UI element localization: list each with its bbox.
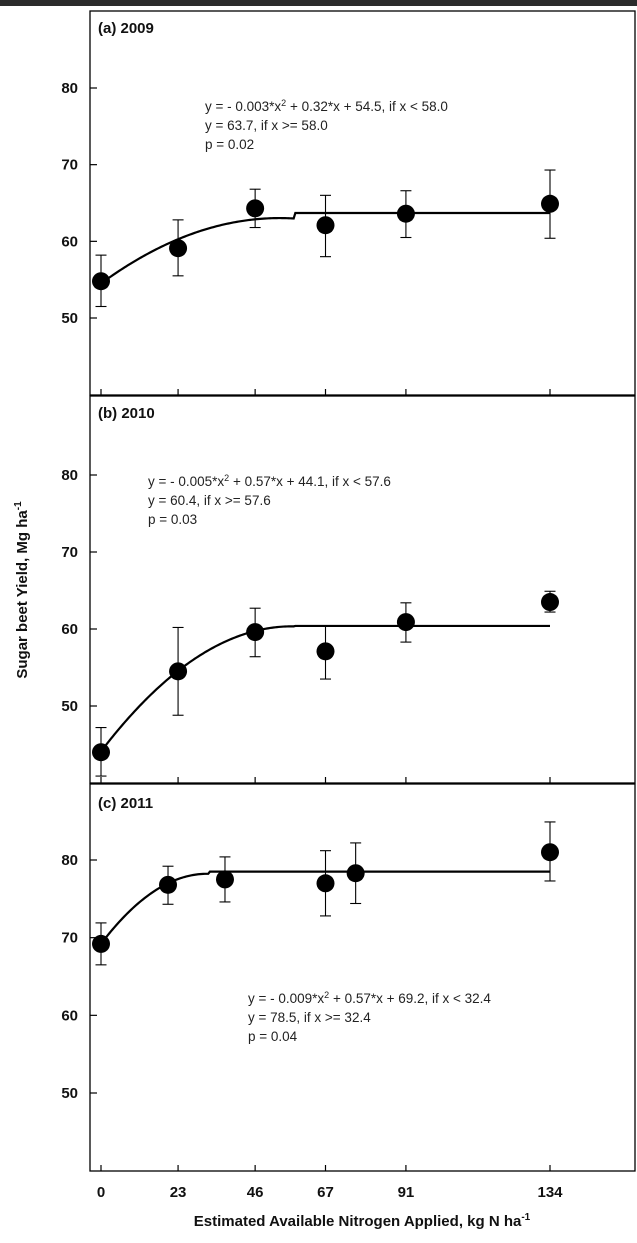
data-point: [396, 204, 415, 223]
panel-b-equation-line2: y = 60.4, if x >= 57.6: [148, 493, 271, 508]
data-point: [541, 843, 559, 862]
y-axis-title-text: Sugar beet Yield, Mg ha: [14, 510, 31, 679]
panel-c-equation-line3: p = 0.04: [248, 1029, 298, 1044]
y-axis-title-sup: -1: [13, 501, 24, 510]
x-tick-label: 0: [97, 1184, 105, 1201]
panel-b: (b) 2010 y = - 0.005*x2 + 0.57*x + 44.1,…: [61, 395, 636, 784]
panel-a: (a) 2009 y = - 0.003*x2 + 0.32*x + 54.5,…: [61, 10, 636, 396]
panel-b-marks: 50 60 70 80: [61, 467, 559, 783]
x-tick-label: 46: [247, 1184, 264, 1201]
y-tick-label: 80: [61, 80, 78, 97]
panel-b-frame: [89, 395, 636, 784]
x-axis-title-text: Estimated Available Nitrogen Applied, kg…: [194, 1213, 522, 1230]
panel-c-frame: [89, 783, 636, 1172]
data-point: [316, 642, 335, 661]
y-tick-label: 50: [61, 1085, 78, 1102]
x-tick-label: 134: [537, 1184, 563, 1201]
panel-c-eq1-sup: 2: [324, 990, 329, 1000]
data-point: [92, 272, 110, 291]
data-point: [346, 864, 365, 883]
panel-a-eq1-pre: y = - 0.003*x: [205, 99, 281, 114]
x-axis-title: Estimated Available Nitrogen Applied, kg…: [194, 1212, 531, 1230]
y-tick-label: 80: [61, 852, 78, 869]
panel-c-eq1-post: + 0.57*x + 69.2, if x < 32.4: [329, 991, 491, 1006]
x-tick-label: 91: [398, 1184, 415, 1201]
panel-c-equation-line1: y = - 0.009*x2 + 0.57*x + 69.2, if x < 3…: [248, 990, 491, 1006]
panel-a-equation-line1: y = - 0.003*x2 + 0.32*x + 54.5, if x < 5…: [205, 98, 448, 114]
data-point: [246, 623, 265, 642]
x-tick-label: 67: [317, 1184, 334, 1201]
panel-b-eq1-pre: y = - 0.005*x: [148, 474, 224, 489]
y-tick-label: 50: [61, 698, 78, 715]
data-point: [541, 194, 559, 213]
data-point: [92, 934, 110, 953]
data-point: [159, 875, 178, 894]
panel-c-eq1-pre: y = - 0.009*x: [248, 991, 324, 1006]
x-axis-ticks: 0 23 46 67 91 134: [97, 1184, 563, 1201]
data-point: [396, 613, 415, 632]
panel-b-eq1-sup: 2: [224, 473, 229, 483]
top-border-bar: [0, 0, 637, 6]
panel-c-equation-line2: y = 78.5, if x >= 32.4: [248, 1010, 371, 1025]
y-tick-label: 50: [61, 310, 78, 327]
panel-a-eq1-sup: 2: [281, 98, 286, 108]
data-point: [92, 743, 110, 762]
y-tick-label: 70: [61, 930, 78, 947]
x-tick-label: 23: [170, 1184, 187, 1201]
data-point: [169, 662, 188, 681]
panel-b-equation-line3: p = 0.03: [148, 512, 197, 527]
panel-a-frame: [89, 10, 636, 396]
y-axis-title: Sugar beet Yield, Mg ha-1: [13, 501, 31, 679]
y-tick-label: 60: [61, 233, 78, 250]
y-tick-label: 70: [61, 157, 78, 174]
panel-a-title: (a) 2009: [98, 20, 154, 37]
panel-b-eq1-post: + 0.57*x + 44.1, if x < 57.6: [229, 474, 391, 489]
panel-b-equation-line1: y = - 0.005*x2 + 0.57*x + 44.1, if x < 5…: [148, 473, 391, 489]
data-point: [169, 239, 188, 258]
data-point: [316, 216, 335, 235]
panel-b-title: (b) 2010: [98, 405, 155, 422]
data-point: [541, 593, 559, 612]
panel-a-marks: 50 60 70 80: [61, 80, 559, 395]
y-tick-label: 70: [61, 544, 78, 561]
y-tick-label: 60: [61, 1007, 78, 1024]
data-point: [246, 199, 265, 218]
panel-a-equation-line2: y = 63.7, if x >= 58.0: [205, 118, 328, 133]
panel-a-eq1-post: + 0.32*x + 54.5, if x < 58.0: [286, 99, 448, 114]
panel-a-equation-line3: p = 0.02: [205, 137, 254, 152]
y-tick-label: 80: [61, 467, 78, 484]
panel-c-marks: 50 60 70 80: [61, 821, 559, 1171]
data-point: [316, 874, 335, 893]
data-point: [215, 870, 234, 889]
panel-c: (c) 2011 y = - 0.009*x2 + 0.57*x + 69.2,…: [61, 783, 636, 1172]
x-axis-title-sup: -1: [521, 1212, 530, 1223]
y-tick-label: 60: [61, 621, 78, 638]
panel-c-title: (c) 2011: [98, 795, 153, 812]
